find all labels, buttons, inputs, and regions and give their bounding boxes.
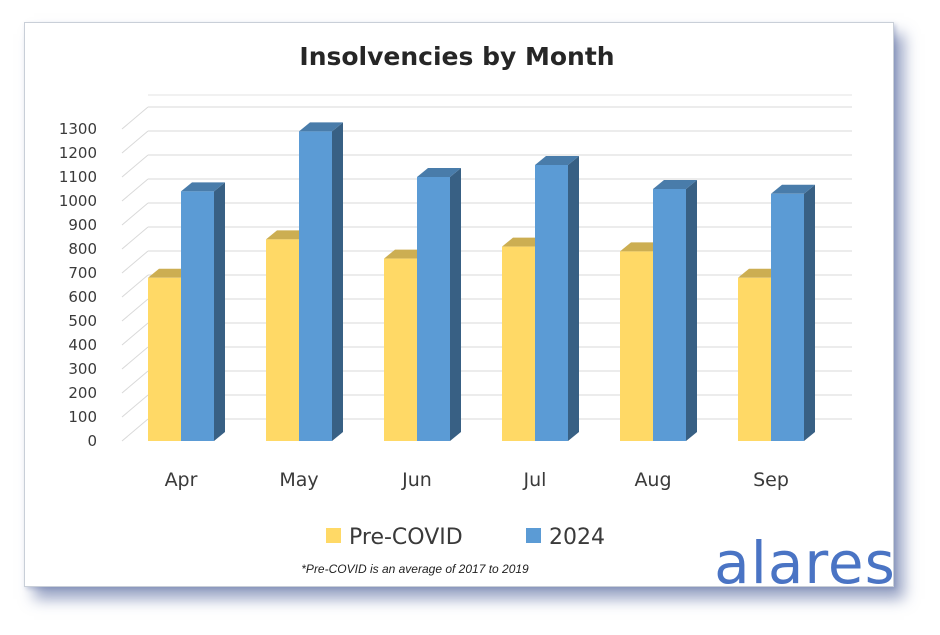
legend: Pre-COVID 2024 <box>326 525 605 550</box>
x-tick-label-jul: Jul <box>523 469 547 491</box>
footnote: *Pre-COVID is an average of 2017 to 2019 <box>301 562 529 576</box>
gridline-diagonal <box>121 130 149 154</box>
bar-side <box>804 184 815 442</box>
bar-may-2024 <box>299 122 343 442</box>
bar-front <box>384 258 417 441</box>
bar-top <box>653 180 697 189</box>
y-tick-label: 800 <box>68 240 97 258</box>
chart-title: Insolvencies by Month <box>299 42 614 71</box>
x-tick-label-jun: Jun <box>401 469 432 491</box>
y-tick-label: 1000 <box>59 192 97 210</box>
bar-side <box>332 122 343 442</box>
legend-label-2024: 2024 <box>549 525 605 550</box>
y-tick-label: 600 <box>68 288 97 306</box>
bar-top <box>535 156 579 165</box>
gridline-diagonal <box>121 154 149 178</box>
bar-aug-2024 <box>653 180 697 441</box>
bar-top <box>181 182 225 192</box>
bar-front <box>148 277 181 441</box>
bar-apr-2024 <box>181 182 225 441</box>
bar-front <box>299 131 332 441</box>
y-axis-ticks: 0 100 200 300 400 500 600 700 800 900 1000 1100 1200… <box>59 120 97 450</box>
legend-swatch-pre-covid <box>326 528 341 543</box>
gridline-diagonal <box>121 226 149 250</box>
gridline-diagonal <box>121 394 149 418</box>
gridline-diagonal <box>121 322 149 346</box>
bar-side <box>686 180 697 441</box>
bar-front <box>653 189 686 441</box>
y-tick-label: 400 <box>68 336 97 354</box>
x-tick-label-sep: Sep <box>753 469 789 491</box>
x-tick-label-aug: Aug <box>634 469 671 491</box>
bar-top <box>299 122 343 132</box>
y-tick-label: 1100 <box>59 168 97 186</box>
y-tick-label: 100 <box>68 408 97 426</box>
y-tick-label: 1200 <box>59 144 97 162</box>
bar-front <box>266 239 299 441</box>
gridline-diagonal <box>121 370 149 394</box>
y-tick-label: 1300 <box>59 120 97 138</box>
bar-jul-2024 <box>535 156 579 441</box>
bar-front <box>620 251 653 441</box>
bar-front <box>771 193 804 441</box>
bar-side <box>568 156 579 441</box>
bar-side <box>450 168 461 441</box>
legend-label-pre-covid: Pre-COVID <box>349 525 463 550</box>
bar-top <box>417 168 461 177</box>
bar-front <box>502 246 535 441</box>
alares-logo: alares <box>714 529 893 586</box>
gridline-diagonal <box>121 178 149 202</box>
y-tick-label: 200 <box>68 384 97 402</box>
y-tick-label: 300 <box>68 360 97 378</box>
bar-front <box>417 177 450 441</box>
gridline-diagonal <box>121 202 149 226</box>
x-tick-label-may: May <box>279 469 318 491</box>
bar-jun-2024 <box>417 168 461 441</box>
bar-side <box>214 182 225 441</box>
bar-sep-2024 <box>771 184 815 442</box>
legend-swatch-2024 <box>526 528 541 543</box>
x-tick-label-apr: Apr <box>165 469 198 491</box>
gridline-diagonal <box>121 418 149 442</box>
y-tick-label: 900 <box>68 216 97 234</box>
gridline-diagonal <box>121 346 149 370</box>
gridline-diagonal <box>121 106 149 130</box>
bar-front <box>738 277 771 441</box>
bar-front <box>181 191 214 441</box>
chart: Insolvencies by Month 0 100 200 300 400 500 60… <box>59 42 893 586</box>
bar-front <box>535 165 568 441</box>
gridline-diagonal <box>121 298 149 322</box>
chart-card: Insolvencies by Month 0 100 200 300 400 500 60… <box>24 22 894 587</box>
y-tick-label: 0 <box>87 432 97 450</box>
y-tick-label: 500 <box>68 312 97 330</box>
x-axis-labels: Apr May Jun Jul Aug Sep <box>165 469 789 491</box>
gridlines <box>121 94 852 442</box>
y-tick-label: 700 <box>68 264 97 282</box>
gridline-diagonal <box>121 274 149 298</box>
bars <box>148 122 815 442</box>
bar-top <box>771 184 815 194</box>
gridline-diagonal <box>121 250 149 274</box>
